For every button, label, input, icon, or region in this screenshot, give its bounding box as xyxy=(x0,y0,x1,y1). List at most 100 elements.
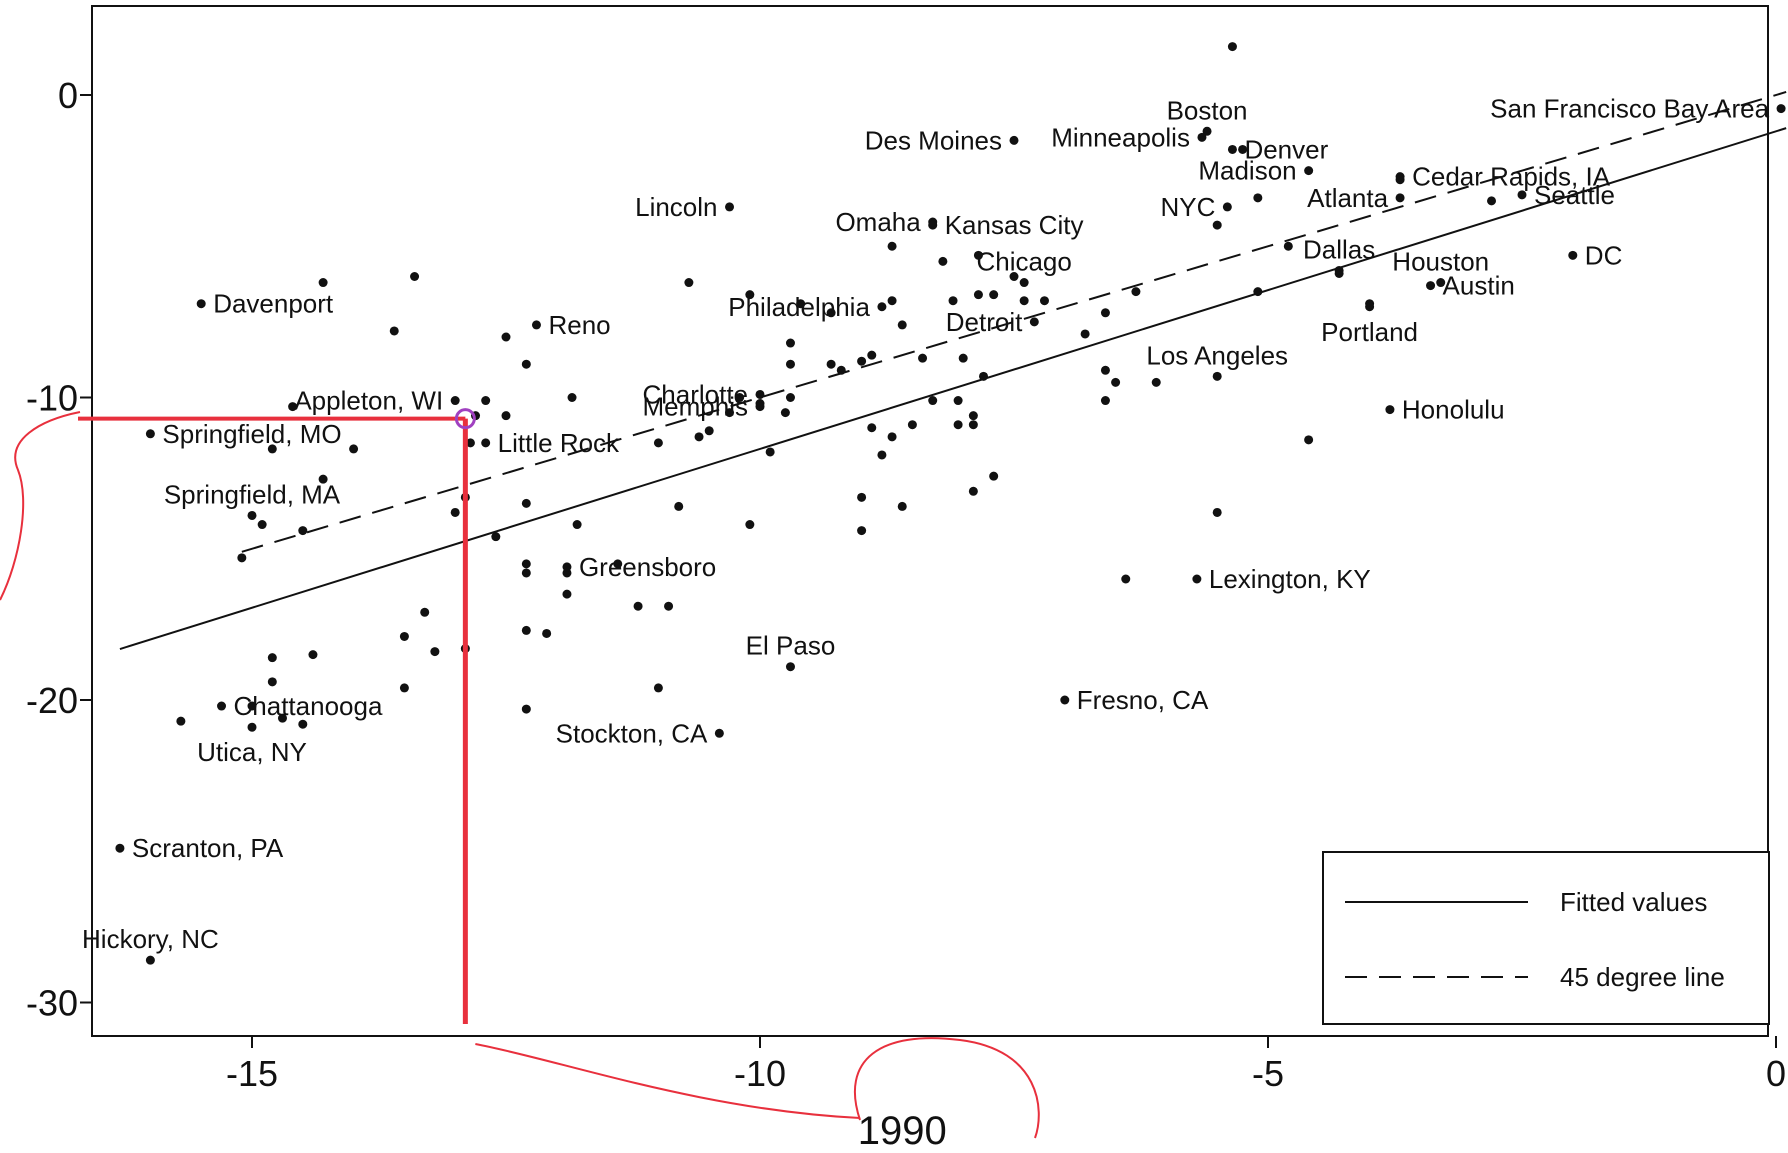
legend-box xyxy=(1322,851,1770,1025)
data-point xyxy=(1212,220,1222,230)
point-label: Houston xyxy=(1392,247,1489,277)
data-point xyxy=(1060,695,1070,705)
point-label: Chattanooga xyxy=(234,691,383,721)
data-point xyxy=(399,631,409,641)
data-point xyxy=(664,601,674,611)
data-point xyxy=(562,562,572,572)
point-label: Springfield, MA xyxy=(164,479,341,509)
data-point xyxy=(653,438,663,448)
point-label: Omaha xyxy=(835,207,921,237)
data-point xyxy=(948,296,958,306)
x-axis-label: 1990 xyxy=(858,1109,947,1153)
point-label: Little Rock xyxy=(498,428,620,458)
data-point xyxy=(989,471,999,481)
y-tick-label: 0 xyxy=(58,75,78,116)
data-point xyxy=(349,444,359,454)
data-point xyxy=(1487,196,1497,206)
data-point xyxy=(567,393,577,402)
data-point xyxy=(1365,302,1375,312)
data-point xyxy=(836,365,846,375)
data-point xyxy=(1100,308,1110,318)
data-point xyxy=(918,353,928,363)
data-point xyxy=(745,520,755,530)
highlight-marker xyxy=(454,408,476,430)
y-tick-label: -10 xyxy=(26,378,78,419)
point-label: Atlanta xyxy=(1307,183,1388,213)
data-point xyxy=(826,308,836,318)
point-label: Stockton, CA xyxy=(556,718,708,748)
data-point xyxy=(633,601,643,611)
data-point xyxy=(399,683,409,693)
data-point xyxy=(501,411,511,421)
data-point xyxy=(481,396,491,406)
point-label: Madison xyxy=(1198,156,1296,186)
data-point xyxy=(867,350,877,360)
degree-45-line xyxy=(241,91,1787,553)
data-point xyxy=(897,320,907,330)
data-points xyxy=(115,42,1786,965)
data-point xyxy=(176,716,186,726)
data-point xyxy=(725,408,735,418)
data-point xyxy=(979,371,989,381)
data-point xyxy=(684,278,694,288)
x-tick-label: -10 xyxy=(734,1053,786,1094)
point-label: Boston xyxy=(1167,95,1248,125)
data-point xyxy=(1436,278,1446,288)
data-point xyxy=(1100,365,1110,375)
data-point xyxy=(953,396,963,406)
point-label: Denver xyxy=(1244,134,1328,164)
y-tick-label: -30 xyxy=(26,983,78,1024)
data-point xyxy=(968,411,978,421)
data-point xyxy=(613,559,623,569)
data-point xyxy=(1253,193,1263,203)
data-point xyxy=(318,278,328,288)
data-point xyxy=(867,423,877,433)
point-label: Scranton, PA xyxy=(132,833,284,863)
data-point xyxy=(145,955,155,965)
data-point xyxy=(1426,281,1436,291)
point-label: Austin xyxy=(1443,271,1515,301)
data-point xyxy=(1517,190,1527,200)
data-point xyxy=(115,843,125,853)
plot-frame xyxy=(91,5,1769,1037)
data-point xyxy=(237,553,247,563)
data-point xyxy=(1019,278,1029,288)
data-point xyxy=(531,320,541,330)
data-point xyxy=(857,492,867,502)
data-point xyxy=(298,526,308,536)
data-point xyxy=(989,290,999,300)
point-label: Davenport xyxy=(213,289,334,319)
data-point xyxy=(1009,272,1019,281)
data-point xyxy=(389,326,399,336)
legend-label: 45 degree line xyxy=(1560,962,1725,992)
axes: -15 -10 -5 0 0 -10 -20 -30 1990 xyxy=(26,5,1786,1153)
data-point xyxy=(674,501,684,511)
data-point xyxy=(491,532,501,542)
data-point xyxy=(277,713,287,723)
data-point xyxy=(1029,317,1039,327)
data-point xyxy=(1568,250,1578,260)
data-point xyxy=(521,704,531,714)
data-point xyxy=(1334,265,1344,275)
data-point xyxy=(501,332,511,342)
point-label: Utica, NY xyxy=(197,737,307,767)
data-point xyxy=(1385,405,1395,415)
data-point xyxy=(887,432,897,442)
data-point xyxy=(1395,172,1405,182)
data-point xyxy=(521,559,531,569)
point-label: Seattle xyxy=(1534,180,1615,210)
data-point xyxy=(1212,507,1222,517)
data-point xyxy=(430,647,440,657)
data-point xyxy=(1019,296,1029,306)
data-point xyxy=(318,474,328,484)
point-label: Detroit xyxy=(946,307,1023,337)
data-point xyxy=(217,701,227,711)
data-point xyxy=(420,607,430,617)
annotation-circle-1990 xyxy=(854,1037,1040,1139)
data-point xyxy=(1131,287,1141,297)
data-point xyxy=(267,653,277,663)
point-label: Chicago xyxy=(976,247,1071,277)
annotation-curve-bottom xyxy=(475,1043,861,1119)
point-label: Appleton, WI xyxy=(294,386,443,416)
point-label: Reno xyxy=(548,310,610,340)
